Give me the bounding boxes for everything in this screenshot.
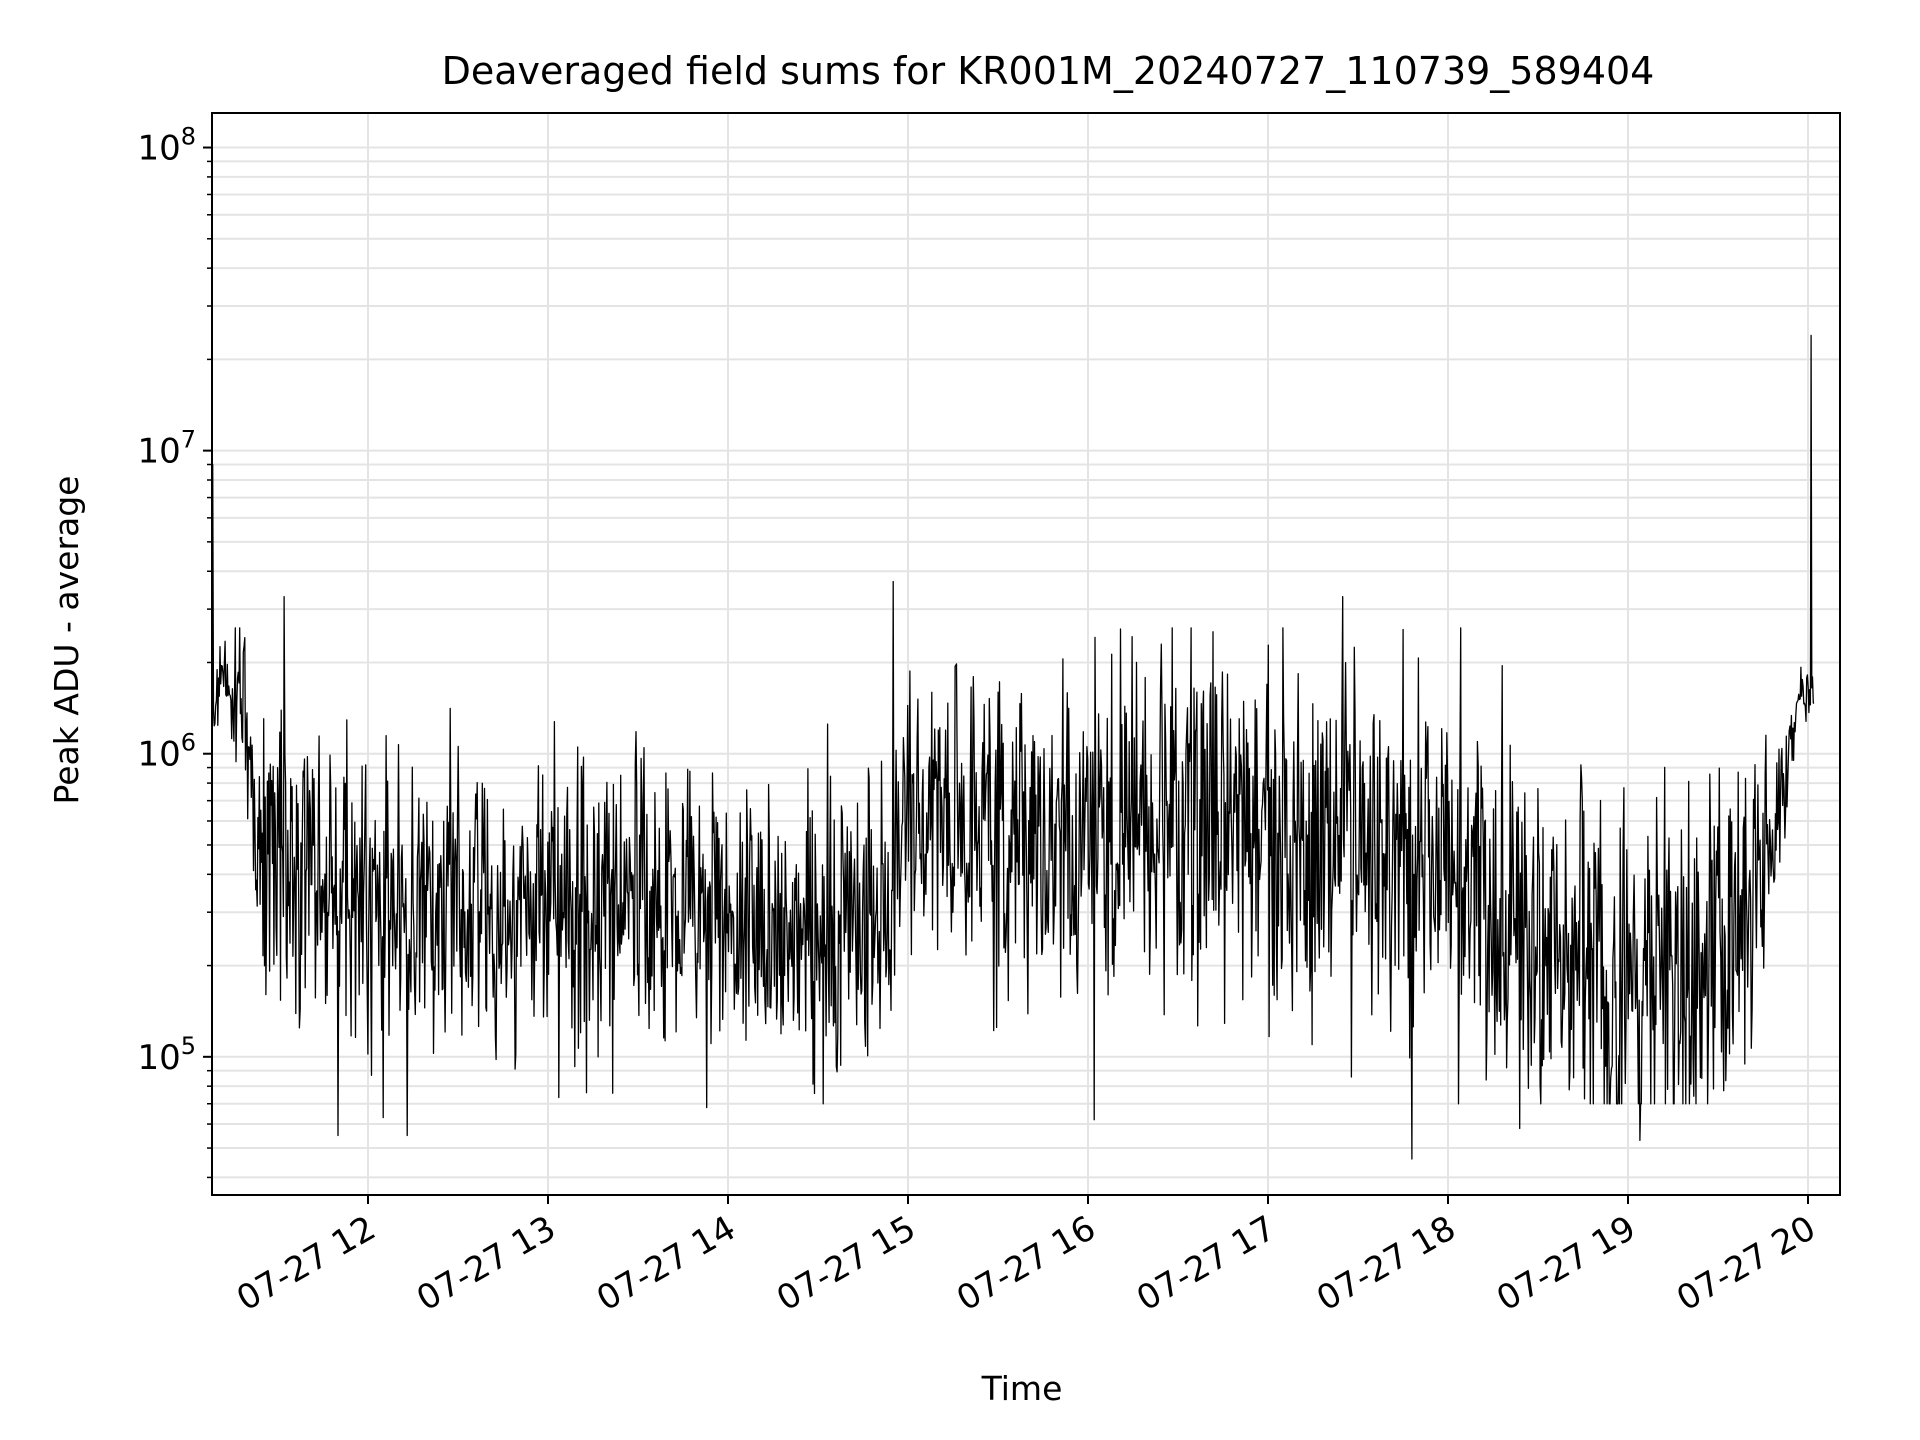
y-tick-base: 10	[137, 1038, 180, 1078]
y-tick-exponent: 5	[181, 1032, 196, 1060]
y-tick-exponent: 7	[181, 426, 196, 454]
y-tick-label: 108	[137, 123, 196, 169]
plot-frame	[211, 112, 1841, 1196]
y-tick-label: 107	[137, 426, 196, 472]
y-tick-label: 105	[137, 1032, 196, 1078]
x-axis-label: Time	[981, 1369, 1063, 1408]
y-tick-label: 106	[137, 729, 196, 775]
series-line	[211, 334, 1815, 1160]
y-tick-base: 10	[137, 432, 180, 472]
chart-title: Deaveraged field sums for KR001M_2024072…	[442, 49, 1655, 93]
y-tick-exponent: 8	[181, 123, 196, 151]
y-axis-label: Peak ADU - average	[47, 476, 86, 805]
y-tick-base: 10	[137, 735, 180, 775]
y-tick-base: 10	[137, 129, 180, 169]
series-layer	[211, 334, 1815, 1160]
y-tick-exponent: 6	[181, 729, 196, 757]
